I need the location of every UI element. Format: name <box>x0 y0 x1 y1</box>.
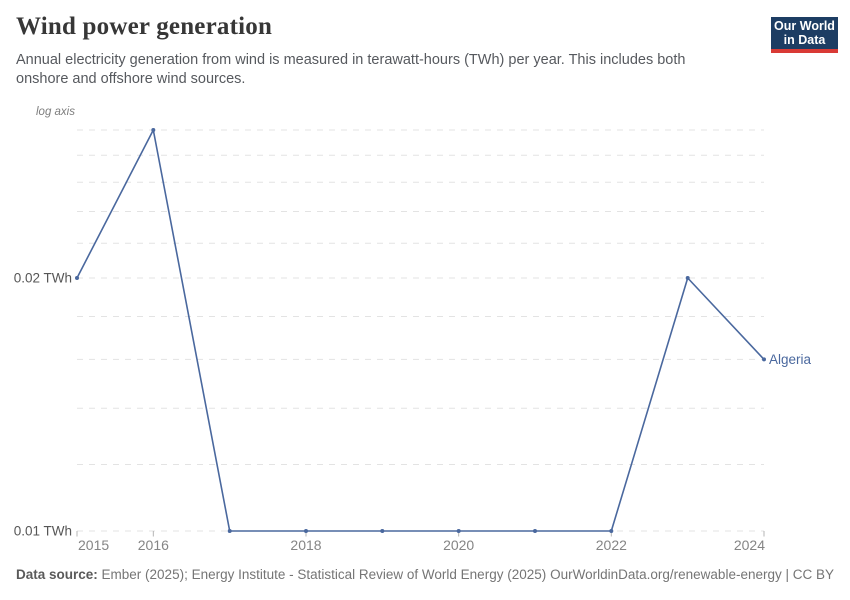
data-source-label: Data source: <box>16 567 98 582</box>
x-axis-label: 2024 <box>734 537 765 553</box>
data-point <box>380 529 385 533</box>
data-source-line: Data source: Ember (2025); Energy Instit… <box>16 567 546 582</box>
series-entity-label[interactable]: Algeria <box>769 352 812 367</box>
data-point <box>533 529 537 533</box>
data-point <box>227 529 232 533</box>
log-axis-note: log axis <box>36 106 75 118</box>
data-point <box>75 276 79 280</box>
x-axis-label: 2020 <box>443 537 474 553</box>
y-axis-label: 0.02 TWh <box>14 271 72 286</box>
x-axis-label: 2015 <box>78 537 109 553</box>
owid-logo-line2: in Data <box>783 33 826 47</box>
chart-subtitle: Annual electricity generation from wind … <box>16 52 686 88</box>
data-point <box>304 529 308 533</box>
data-point <box>762 357 766 362</box>
page-title: Wind power generation <box>16 13 273 40</box>
chart-footer: Data source: Ember (2025); Energy Instit… <box>16 567 834 582</box>
owid-logo[interactable]: Our World in Data <box>771 17 838 53</box>
series-line <box>76 129 765 532</box>
owid-logo-line1: Our World <box>774 19 835 33</box>
y-axis-label: 0.01 TWh <box>14 524 72 539</box>
data-source-text: Ember (2025); Energy Institute - Statist… <box>97 567 547 582</box>
x-axis-label: 2016 <box>138 537 169 553</box>
data-point <box>685 276 690 280</box>
data-point <box>609 529 614 533</box>
x-axis-label: 2022 <box>596 537 627 553</box>
attribution-link[interactable]: OurWorldinData.org/renewable-energy | CC… <box>550 567 834 582</box>
x-axis-label: 2018 <box>290 537 321 553</box>
data-point <box>456 529 461 533</box>
data-point <box>151 128 156 132</box>
